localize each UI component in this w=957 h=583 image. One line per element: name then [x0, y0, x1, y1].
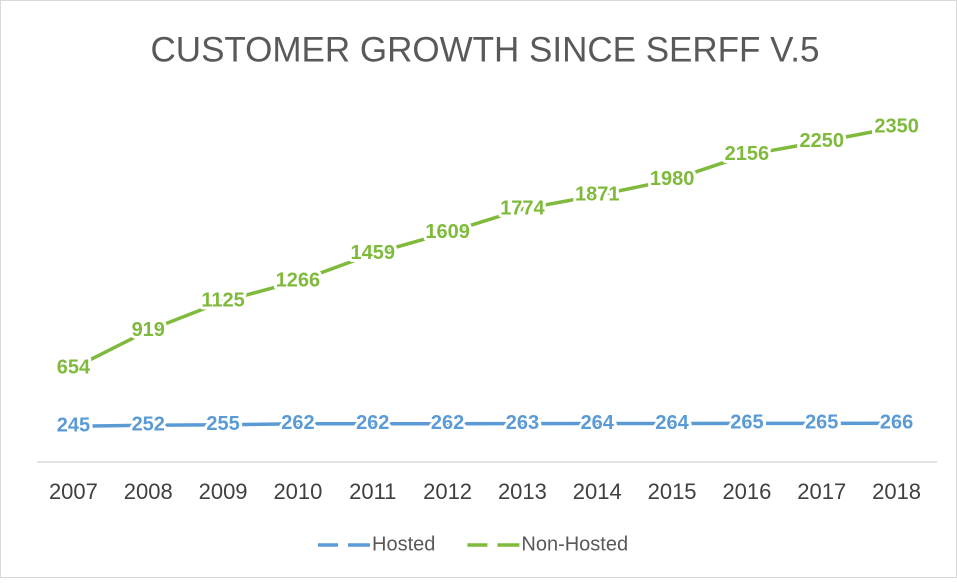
x-tick-label: 2012	[423, 479, 472, 504]
legend-label: Hosted	[372, 533, 435, 555]
data-label: 2350	[874, 116, 919, 138]
x-tick-label: 2008	[124, 479, 173, 504]
data-label: 1774	[500, 197, 545, 219]
x-tick-label: 2010	[273, 479, 322, 504]
data-label: 262	[356, 412, 389, 434]
data-label: 2250	[800, 130, 845, 152]
x-tick-label: 2015	[648, 479, 697, 504]
chart-title: CUSTOMER GROWTH SINCE SERFF V.5	[151, 30, 820, 69]
x-tick-label: 2009	[199, 479, 248, 504]
data-label: 1125	[201, 290, 244, 312]
data-label: 1980	[650, 168, 695, 190]
x-tick-label: 2018	[872, 479, 921, 504]
data-label: 1459	[351, 242, 396, 264]
data-label: 263	[506, 412, 539, 434]
data-label: 245	[57, 414, 90, 436]
data-label: 654	[57, 356, 91, 378]
series-line	[71, 125, 899, 370]
x-tick-label: 2013	[498, 479, 547, 504]
data-label: 265	[805, 412, 838, 434]
data-label: 2156	[725, 143, 770, 165]
data-label: 919	[132, 319, 165, 341]
data-label: 1266	[276, 270, 321, 292]
data-label: 255	[206, 413, 239, 435]
x-tick-label: 2017	[797, 479, 846, 504]
data-label: 266	[880, 412, 913, 434]
data-label: 1609	[425, 221, 470, 243]
x-tick-label: 2011	[349, 479, 396, 504]
data-label: 264	[581, 412, 615, 434]
data-label: 264	[655, 412, 689, 434]
data-label: 265	[730, 412, 763, 434]
x-tick-label: 2016	[722, 479, 771, 504]
data-label: 262	[281, 412, 314, 434]
x-tick-label: 2014	[573, 479, 622, 504]
data-label: 1871	[575, 184, 620, 206]
data-label: 262	[431, 412, 464, 434]
x-tick-label: 2007	[49, 479, 98, 504]
legend-label: Non-Hosted	[521, 533, 628, 555]
series-line	[71, 421, 899, 428]
data-label: 252	[132, 413, 165, 435]
